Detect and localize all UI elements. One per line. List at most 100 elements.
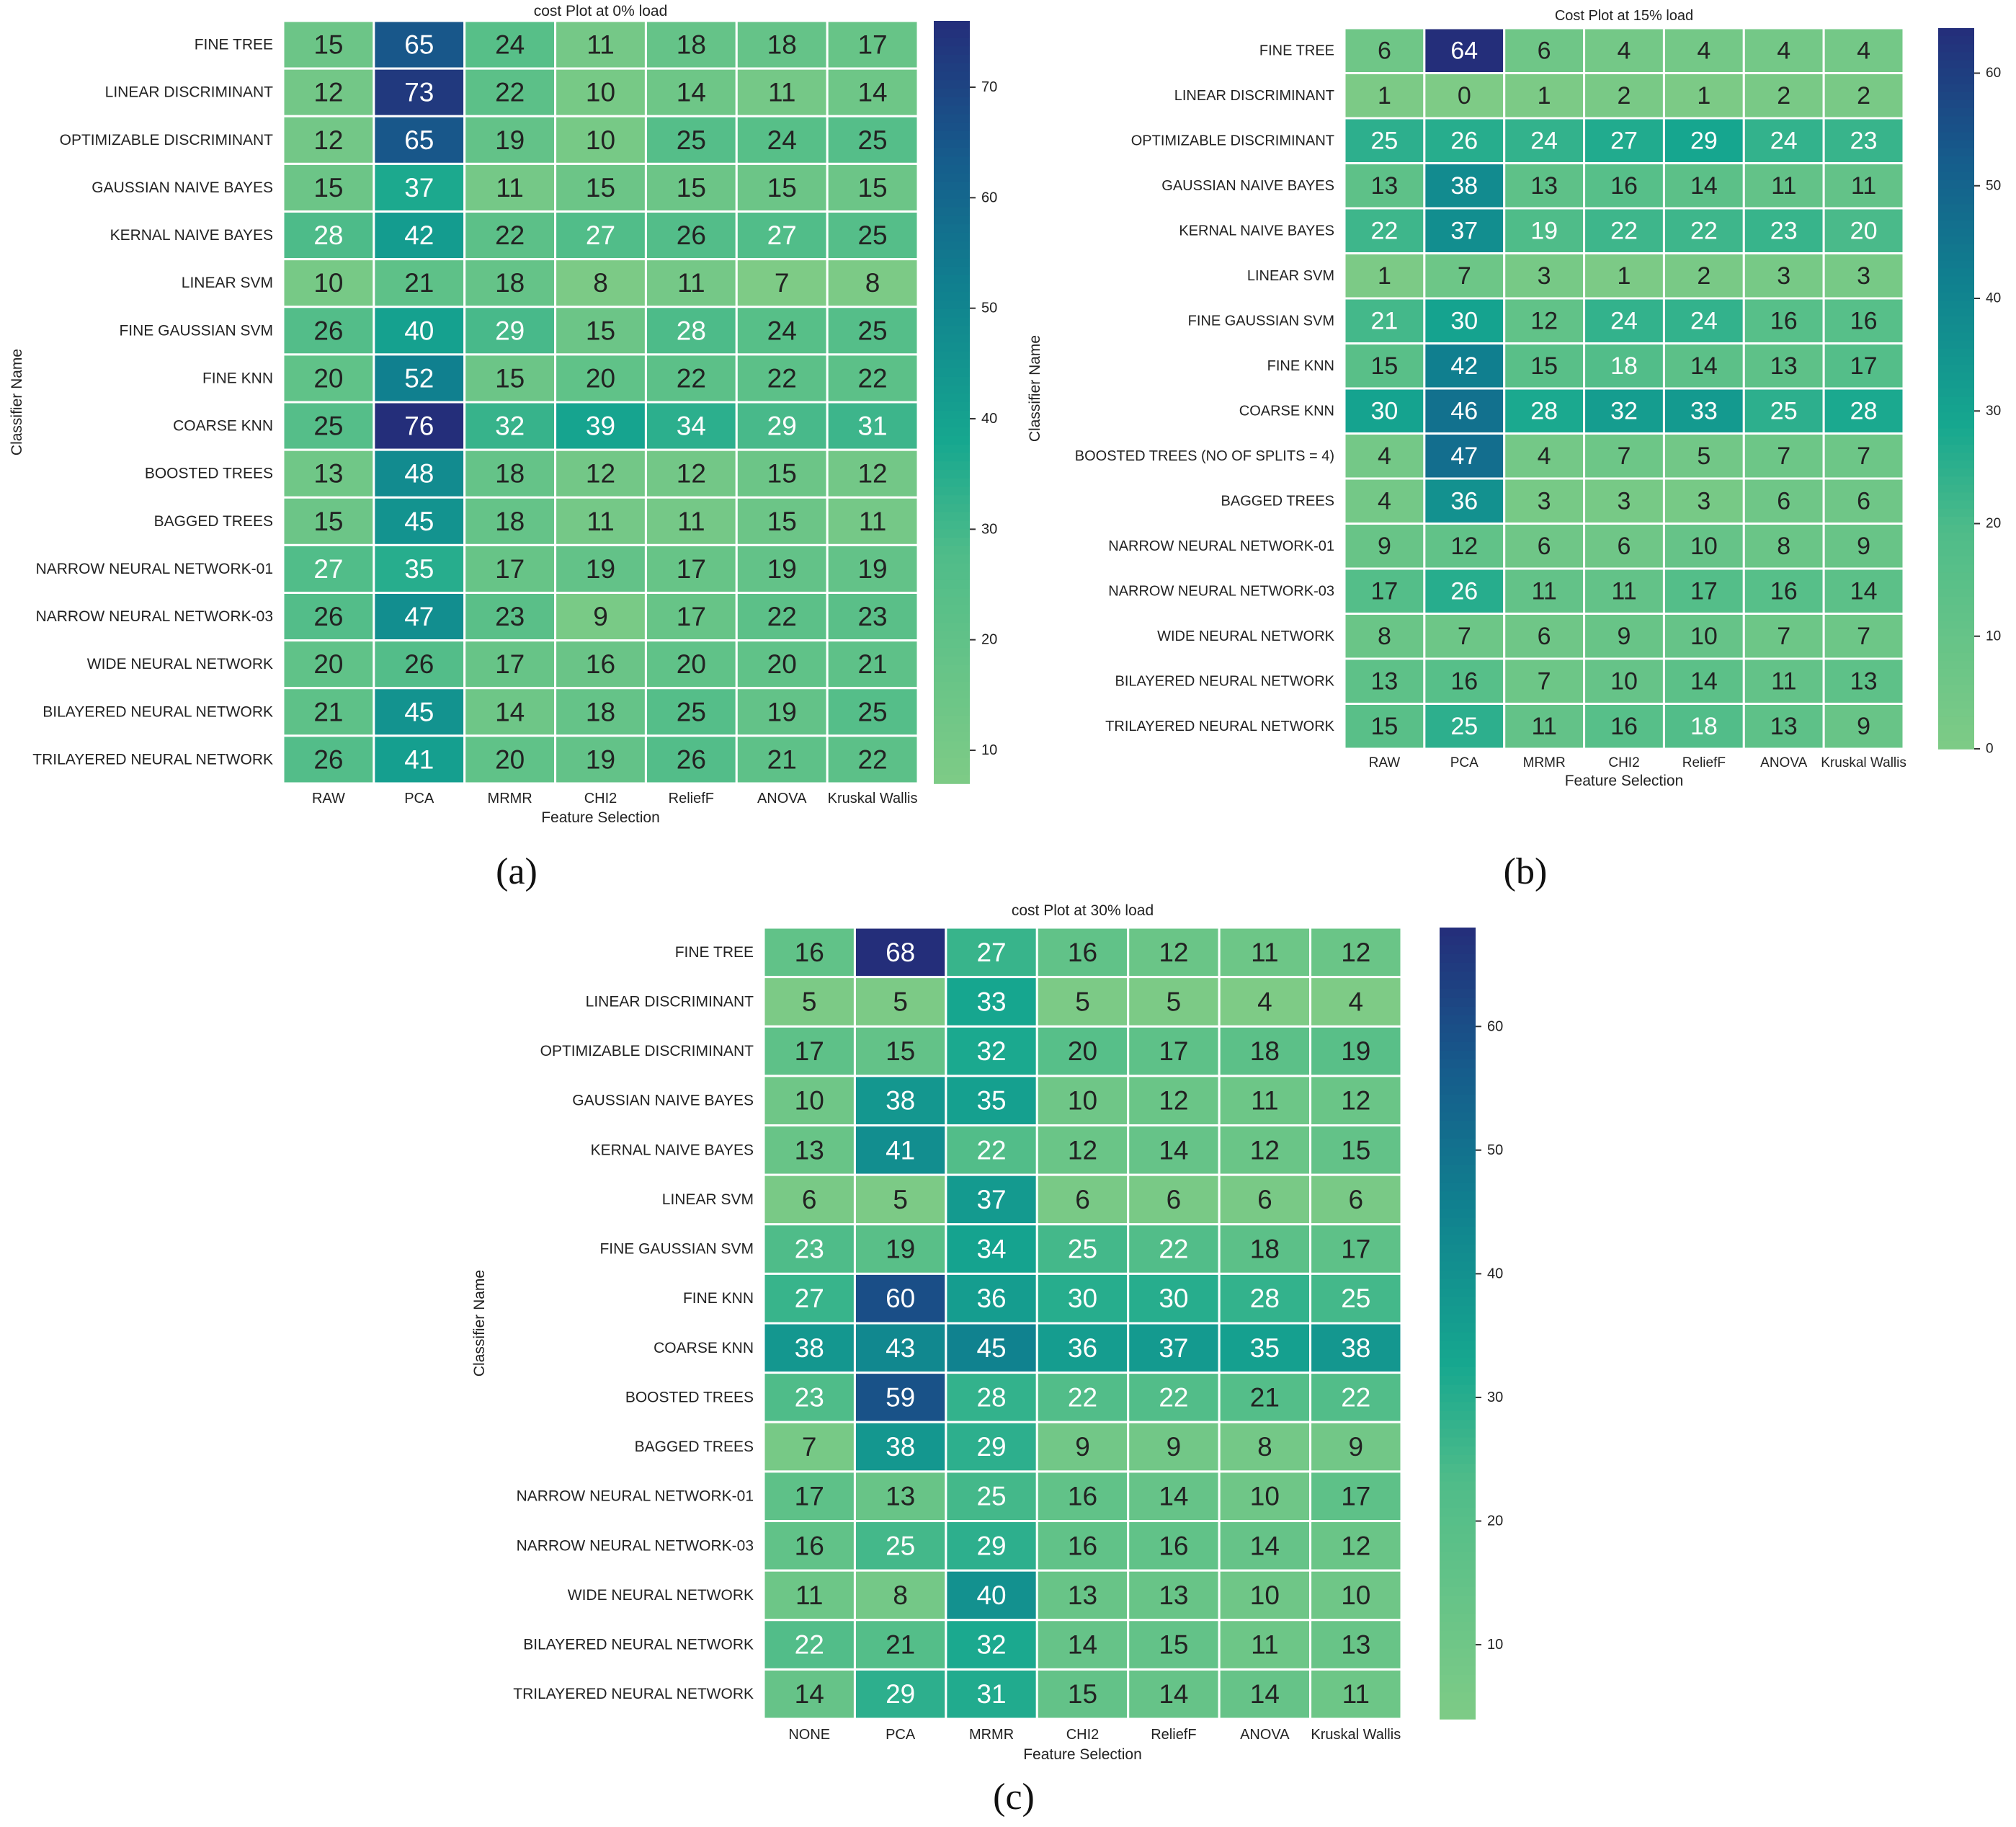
colorbar-c-segment xyxy=(1440,1112,1476,1122)
heatmap-b-value-label: 7 xyxy=(1777,623,1790,650)
heatmap-b-value-label: 11 xyxy=(1771,172,1796,200)
colorbar-b-segment xyxy=(1938,76,1974,85)
colorbar-b-segment xyxy=(1938,677,1974,685)
heatmap-a-value-label: 16 xyxy=(586,649,615,679)
heatmap-c-cell xyxy=(1127,1668,1221,1720)
colorbar-a-segment xyxy=(934,139,970,149)
heatmap-c-cell xyxy=(1309,1668,1403,1720)
colorbar-c-segment xyxy=(1440,1710,1476,1720)
heatmap-a-value-label: 11 xyxy=(677,507,705,536)
heatmap-c-value-label: 16 xyxy=(1068,1482,1097,1511)
colorbar-b-segment xyxy=(1938,516,1974,525)
heatmap-b-value-label: 13 xyxy=(1371,172,1399,200)
heatmap-a-value-label: 15 xyxy=(857,173,887,203)
colorbar-c-segment xyxy=(1440,1235,1476,1245)
colorbar-c-segment xyxy=(1440,1033,1476,1043)
heatmap-b-value-label: 3 xyxy=(1538,487,1551,515)
colorbar-b-segment xyxy=(1938,324,1974,334)
heatmap-a-value-label: 21 xyxy=(857,649,887,679)
heatmap-c-value-label: 15 xyxy=(1068,1679,1097,1709)
colorbar-c-segment xyxy=(1440,1182,1476,1192)
heatmap-c-value-label: 25 xyxy=(1341,1284,1370,1313)
heatmap-b-value-label: 3 xyxy=(1777,262,1790,290)
heatmap-c-row-label: TRILAYERED NEURAL NETWORK xyxy=(513,1686,754,1702)
heatmap-b-cell xyxy=(1662,477,1745,525)
heatmap-c-column-label: CHI2 xyxy=(1066,1727,1100,1743)
heatmap-c-value-label: 9 xyxy=(1167,1432,1182,1462)
heatmap-b-value-label: 28 xyxy=(1850,397,1878,424)
colorbar-c-segment xyxy=(1440,1297,1476,1307)
colorbar-b-segment xyxy=(1938,644,1974,654)
heatmap-b-cell xyxy=(1423,72,1506,120)
heatmap-a-value-label: 20 xyxy=(495,744,525,774)
colorbar-b-segment xyxy=(1938,541,1974,550)
heatmap-a-value-label: 18 xyxy=(767,30,797,60)
colorbar-c-segment xyxy=(1440,1587,1476,1596)
heatmap-c-cell xyxy=(853,1372,947,1423)
heatmap-a-value-label: 19 xyxy=(586,554,615,584)
heatmap-a-row-label: FINE TREE xyxy=(195,37,273,53)
heatmap-c-row-label: NARROW NEURAL NETWORK-03 xyxy=(517,1537,754,1554)
heatmap-a-value-label: 10 xyxy=(586,78,615,107)
colorbar-c-segment xyxy=(1440,1270,1476,1280)
heatmap-b-value-label: 26 xyxy=(1450,127,1478,154)
heatmap-b-cell xyxy=(1343,342,1426,390)
heatmap-b-row-label: OPTIMIZABLE DISCRIMINANT xyxy=(1131,133,1334,148)
heatmap-b-value-label: 32 xyxy=(1610,397,1638,424)
heatmap-a-value-label: 25 xyxy=(677,125,706,155)
heatmap-c-value-label: 8 xyxy=(1257,1432,1272,1462)
heatmap-c-value-label: 17 xyxy=(1341,1482,1370,1511)
heatmap-b-cell xyxy=(1503,387,1586,435)
heatmap-c-row-label: OPTIMIZABLE DISCRIMINANT xyxy=(540,1043,754,1059)
heatmap-c-column-label: Kruskal Wallis xyxy=(1311,1727,1401,1743)
heatmap-b-cell xyxy=(1423,432,1506,480)
heatmap-b-row-label: GAUSSIAN NAIVE BAYES xyxy=(1161,178,1334,194)
colorbar-a-segment xyxy=(934,97,970,107)
heatmap-a-value-label: 17 xyxy=(495,554,525,584)
heatmap-a-value-label: 47 xyxy=(404,602,434,631)
heatmap-a-value-label: 11 xyxy=(859,507,886,536)
colorbar-b-segment xyxy=(1938,260,1974,270)
colorbar-c-segment xyxy=(1440,1604,1476,1614)
heatmap-b-value-label: 25 xyxy=(1450,713,1478,740)
heatmap-c-value-label: 14 xyxy=(1159,1482,1188,1511)
heatmap-c-row-label: FINE GAUSSIAN SVM xyxy=(599,1241,754,1258)
heatmap-b-value-label: 20 xyxy=(1850,217,1878,244)
heatmap-c-cell xyxy=(762,1619,856,1671)
heatmap-c-cell xyxy=(1035,1569,1130,1622)
colorbar-b-segment xyxy=(1938,108,1974,117)
colorbar-b-segment xyxy=(1938,348,1974,357)
heatmap-b-cell xyxy=(1423,207,1506,254)
colorbar-a-segment xyxy=(934,275,970,285)
heatmap-b-value-label: 1 xyxy=(1538,82,1551,110)
heatmap-a-value-label: 27 xyxy=(313,554,343,584)
colorbar-c-segment xyxy=(1440,989,1476,999)
heatmap-c-cell xyxy=(1309,1322,1403,1374)
colorbar-b-tick-label: 50 xyxy=(1986,178,2001,193)
heatmap-b-cell xyxy=(1583,432,1665,480)
heatmap-b-value-label: 6 xyxy=(1538,623,1551,650)
heatmap-a-cell xyxy=(463,306,557,356)
colorbar-c-segment xyxy=(1440,945,1476,955)
colorbar-a-segment xyxy=(934,681,970,691)
heatmap-c-cell xyxy=(1127,1569,1221,1622)
colorbar-c-segment xyxy=(1440,1675,1476,1684)
colorbar-c-segment xyxy=(1440,1552,1476,1562)
heatmap-b-value-label: 14 xyxy=(1690,172,1718,200)
colorbar-a-segment xyxy=(934,402,970,412)
heatmap-c-cell xyxy=(1127,926,1221,979)
colorbar-c-segment xyxy=(1440,1200,1476,1210)
colorbar-a-segment xyxy=(934,182,970,191)
heatmap-a-value-label: 29 xyxy=(767,412,797,441)
heatmap-a-row-label: NARROW NEURAL NETWORK-01 xyxy=(36,561,273,577)
heatmap-c-value-label: 23 xyxy=(795,1382,824,1412)
heatmap-c-value-label: 19 xyxy=(1341,1036,1370,1066)
heatmap-c-value-label: 11 xyxy=(1251,1630,1278,1660)
colorbar-a-segment xyxy=(934,444,970,454)
colorbar-c-segment xyxy=(1440,1077,1476,1087)
heatmap-c-value-label: 68 xyxy=(886,938,915,967)
heatmap-b-value-label: 11 xyxy=(1771,667,1796,695)
heatmap-b-value-label: 9 xyxy=(1857,533,1870,560)
heatmap-b-cell xyxy=(1503,252,1586,300)
heatmap-c-value-label: 6 xyxy=(802,1185,817,1214)
